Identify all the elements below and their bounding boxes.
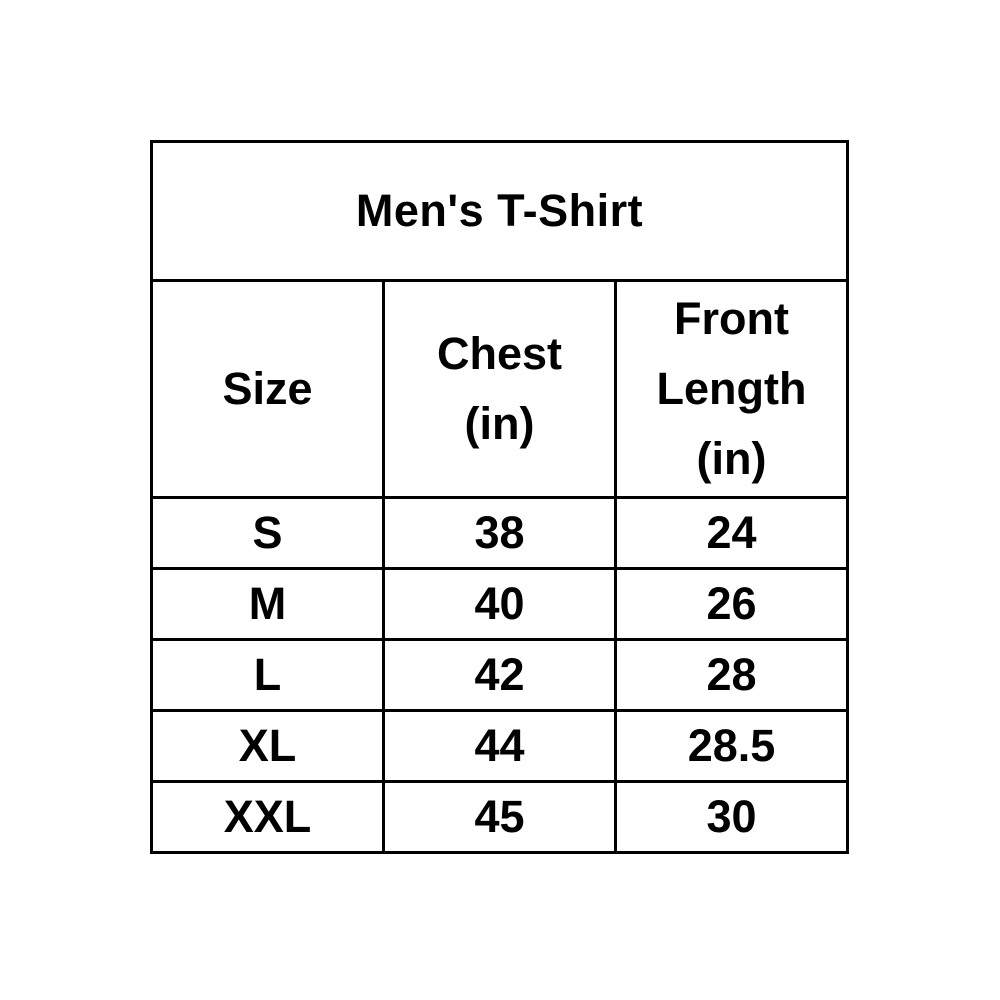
cell-front-length: 28: [613, 638, 850, 712]
cell-front-length: 24: [613, 496, 850, 570]
table-row: XL 44 28.5: [150, 709, 850, 783]
column-header-size: Size: [150, 279, 385, 499]
cell-chest: 40: [382, 567, 617, 641]
column-header-chest-unit: (in): [464, 398, 535, 449]
table-row: XXL 45 30: [150, 780, 850, 854]
cell-front-length: 30: [613, 780, 850, 854]
title-row: Men's T-Shirt: [149, 140, 850, 282]
column-header-front-length-unit: (in): [696, 433, 767, 484]
cell-size: XL: [150, 709, 385, 783]
table-row: L 42 28: [150, 638, 850, 712]
column-header-front-length-label-2: Length: [656, 363, 807, 414]
column-header-size-label: Size: [222, 363, 313, 414]
column-header-chest-label: Chest: [436, 328, 563, 379]
column-header-front-length: Front Length (in): [613, 279, 850, 499]
cell-chest: 42: [382, 638, 617, 712]
cell-size: L: [150, 638, 385, 712]
table-title: Men's T-Shirt: [149, 140, 850, 282]
cell-chest: 38: [382, 496, 617, 570]
table-row: M 40 26: [150, 567, 850, 641]
size-chart-table: Men's T-Shirt Size Chest (in) Front Leng…: [149, 140, 850, 854]
cell-size: S: [150, 496, 385, 570]
cell-size: XXL: [150, 780, 385, 854]
cell-front-length: 26: [613, 567, 850, 641]
header-row: Size Chest (in) Front Length (in): [150, 279, 850, 499]
table-row: S 38 24: [150, 496, 850, 570]
cell-front-length: 28.5: [613, 709, 850, 783]
column-header-chest: Chest (in): [382, 279, 617, 499]
cell-chest: 45: [382, 780, 617, 854]
cell-size: M: [150, 567, 385, 641]
column-header-front-length-label-1: Front: [674, 293, 789, 344]
cell-chest: 44: [382, 709, 617, 783]
